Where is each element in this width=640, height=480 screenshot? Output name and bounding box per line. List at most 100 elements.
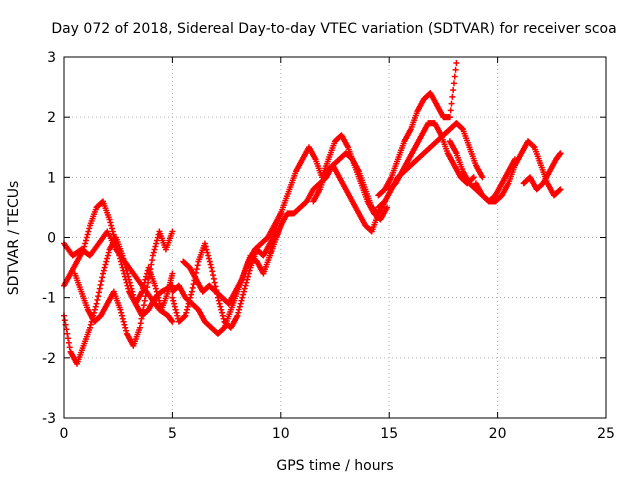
data-point: [87, 321, 94, 328]
axis-ticks: [63, 56, 607, 419]
data-point: [82, 237, 89, 244]
data-point: [99, 274, 106, 281]
data-point: [153, 240, 160, 247]
x-tick-label: 5: [168, 426, 177, 442]
data-point: [154, 234, 161, 241]
x-tick-label: 0: [60, 426, 69, 442]
data-point: [117, 255, 124, 262]
data-point: [469, 175, 476, 182]
data-point: [171, 300, 178, 307]
data-point: [121, 273, 128, 280]
data-point: [108, 222, 115, 229]
data-point: [452, 66, 459, 73]
data-point: [182, 312, 189, 319]
data-point: [207, 261, 214, 268]
series-track-i: [277, 150, 388, 229]
data-point: [169, 270, 176, 277]
x-axis-label: GPS time / hours: [276, 458, 393, 474]
data-point: [202, 243, 209, 250]
data-point: [140, 306, 147, 313]
data-point: [169, 228, 176, 235]
data-point: [144, 284, 151, 291]
x-tick-label: 25: [597, 426, 615, 442]
data-point: [120, 267, 127, 274]
data-point: [189, 284, 196, 291]
data-point: [95, 289, 102, 296]
data-point: [112, 237, 119, 244]
y-tick-label: 1: [47, 170, 56, 186]
data-point: [111, 234, 118, 241]
data-point: [110, 231, 117, 238]
data-point: [153, 237, 160, 244]
data-point: [100, 270, 107, 277]
data-point: [557, 186, 564, 193]
data-point: [170, 297, 177, 304]
data-point: [530, 143, 537, 150]
data-point: [103, 258, 110, 265]
data-point: [234, 312, 241, 319]
data-point: [446, 114, 453, 121]
data-point: [104, 252, 111, 259]
data-point: [236, 303, 243, 310]
data-point: [245, 273, 252, 280]
data-point: [218, 309, 225, 316]
axis-tick-labels: 0 5 10 15 20 25 -3 -2 -1 0 1 2 3: [42, 50, 615, 442]
data-point: [238, 297, 245, 304]
data-point: [216, 300, 223, 307]
data-point: [87, 324, 94, 331]
data-point: [219, 312, 226, 319]
data-point: [156, 297, 163, 304]
data-point: [269, 241, 276, 248]
data-point: [113, 243, 120, 250]
data-point: [188, 288, 195, 295]
data-point: [205, 255, 212, 262]
data-point: [102, 261, 109, 268]
data-point: [174, 312, 181, 319]
data-point: [241, 285, 248, 292]
data-point: [203, 246, 210, 253]
data-point: [65, 335, 72, 342]
data-point: [151, 246, 158, 253]
data-point: [121, 321, 128, 328]
data-point: [141, 297, 148, 304]
data-point: [266, 252, 273, 259]
data-point: [243, 279, 250, 286]
data-point: [101, 264, 108, 271]
data-point: [271, 233, 278, 240]
data-point: [146, 270, 153, 277]
data-point: [117, 306, 124, 313]
data-point: [181, 313, 188, 320]
data-point: [142, 276, 149, 283]
data-point: [204, 249, 211, 256]
data-point: [237, 300, 244, 307]
data-point: [120, 318, 127, 325]
data-point: [148, 261, 155, 268]
data-points: [61, 60, 564, 367]
y-tick-label: -1: [42, 291, 56, 307]
data-point: [119, 264, 126, 271]
series-track-j: [310, 162, 382, 235]
data-point: [211, 279, 218, 286]
data-point: [184, 306, 191, 313]
data-point: [172, 306, 179, 313]
data-point: [91, 306, 98, 313]
data-point: [220, 325, 227, 332]
data-point: [184, 303, 191, 310]
data-point: [123, 327, 130, 334]
data-point: [201, 240, 208, 247]
data-point: [173, 309, 180, 316]
data-point: [98, 278, 105, 285]
data-point: [66, 344, 73, 351]
data-point: [65, 339, 72, 346]
data-point: [235, 309, 242, 316]
data-point: [209, 268, 216, 275]
series-track-o: [472, 138, 564, 205]
data-point: [152, 282, 159, 289]
data-point: [236, 306, 243, 313]
data-point: [145, 279, 152, 286]
data-point: [116, 252, 123, 259]
data-point: [96, 285, 103, 292]
data-point: [271, 229, 278, 236]
data-point: [557, 150, 564, 157]
